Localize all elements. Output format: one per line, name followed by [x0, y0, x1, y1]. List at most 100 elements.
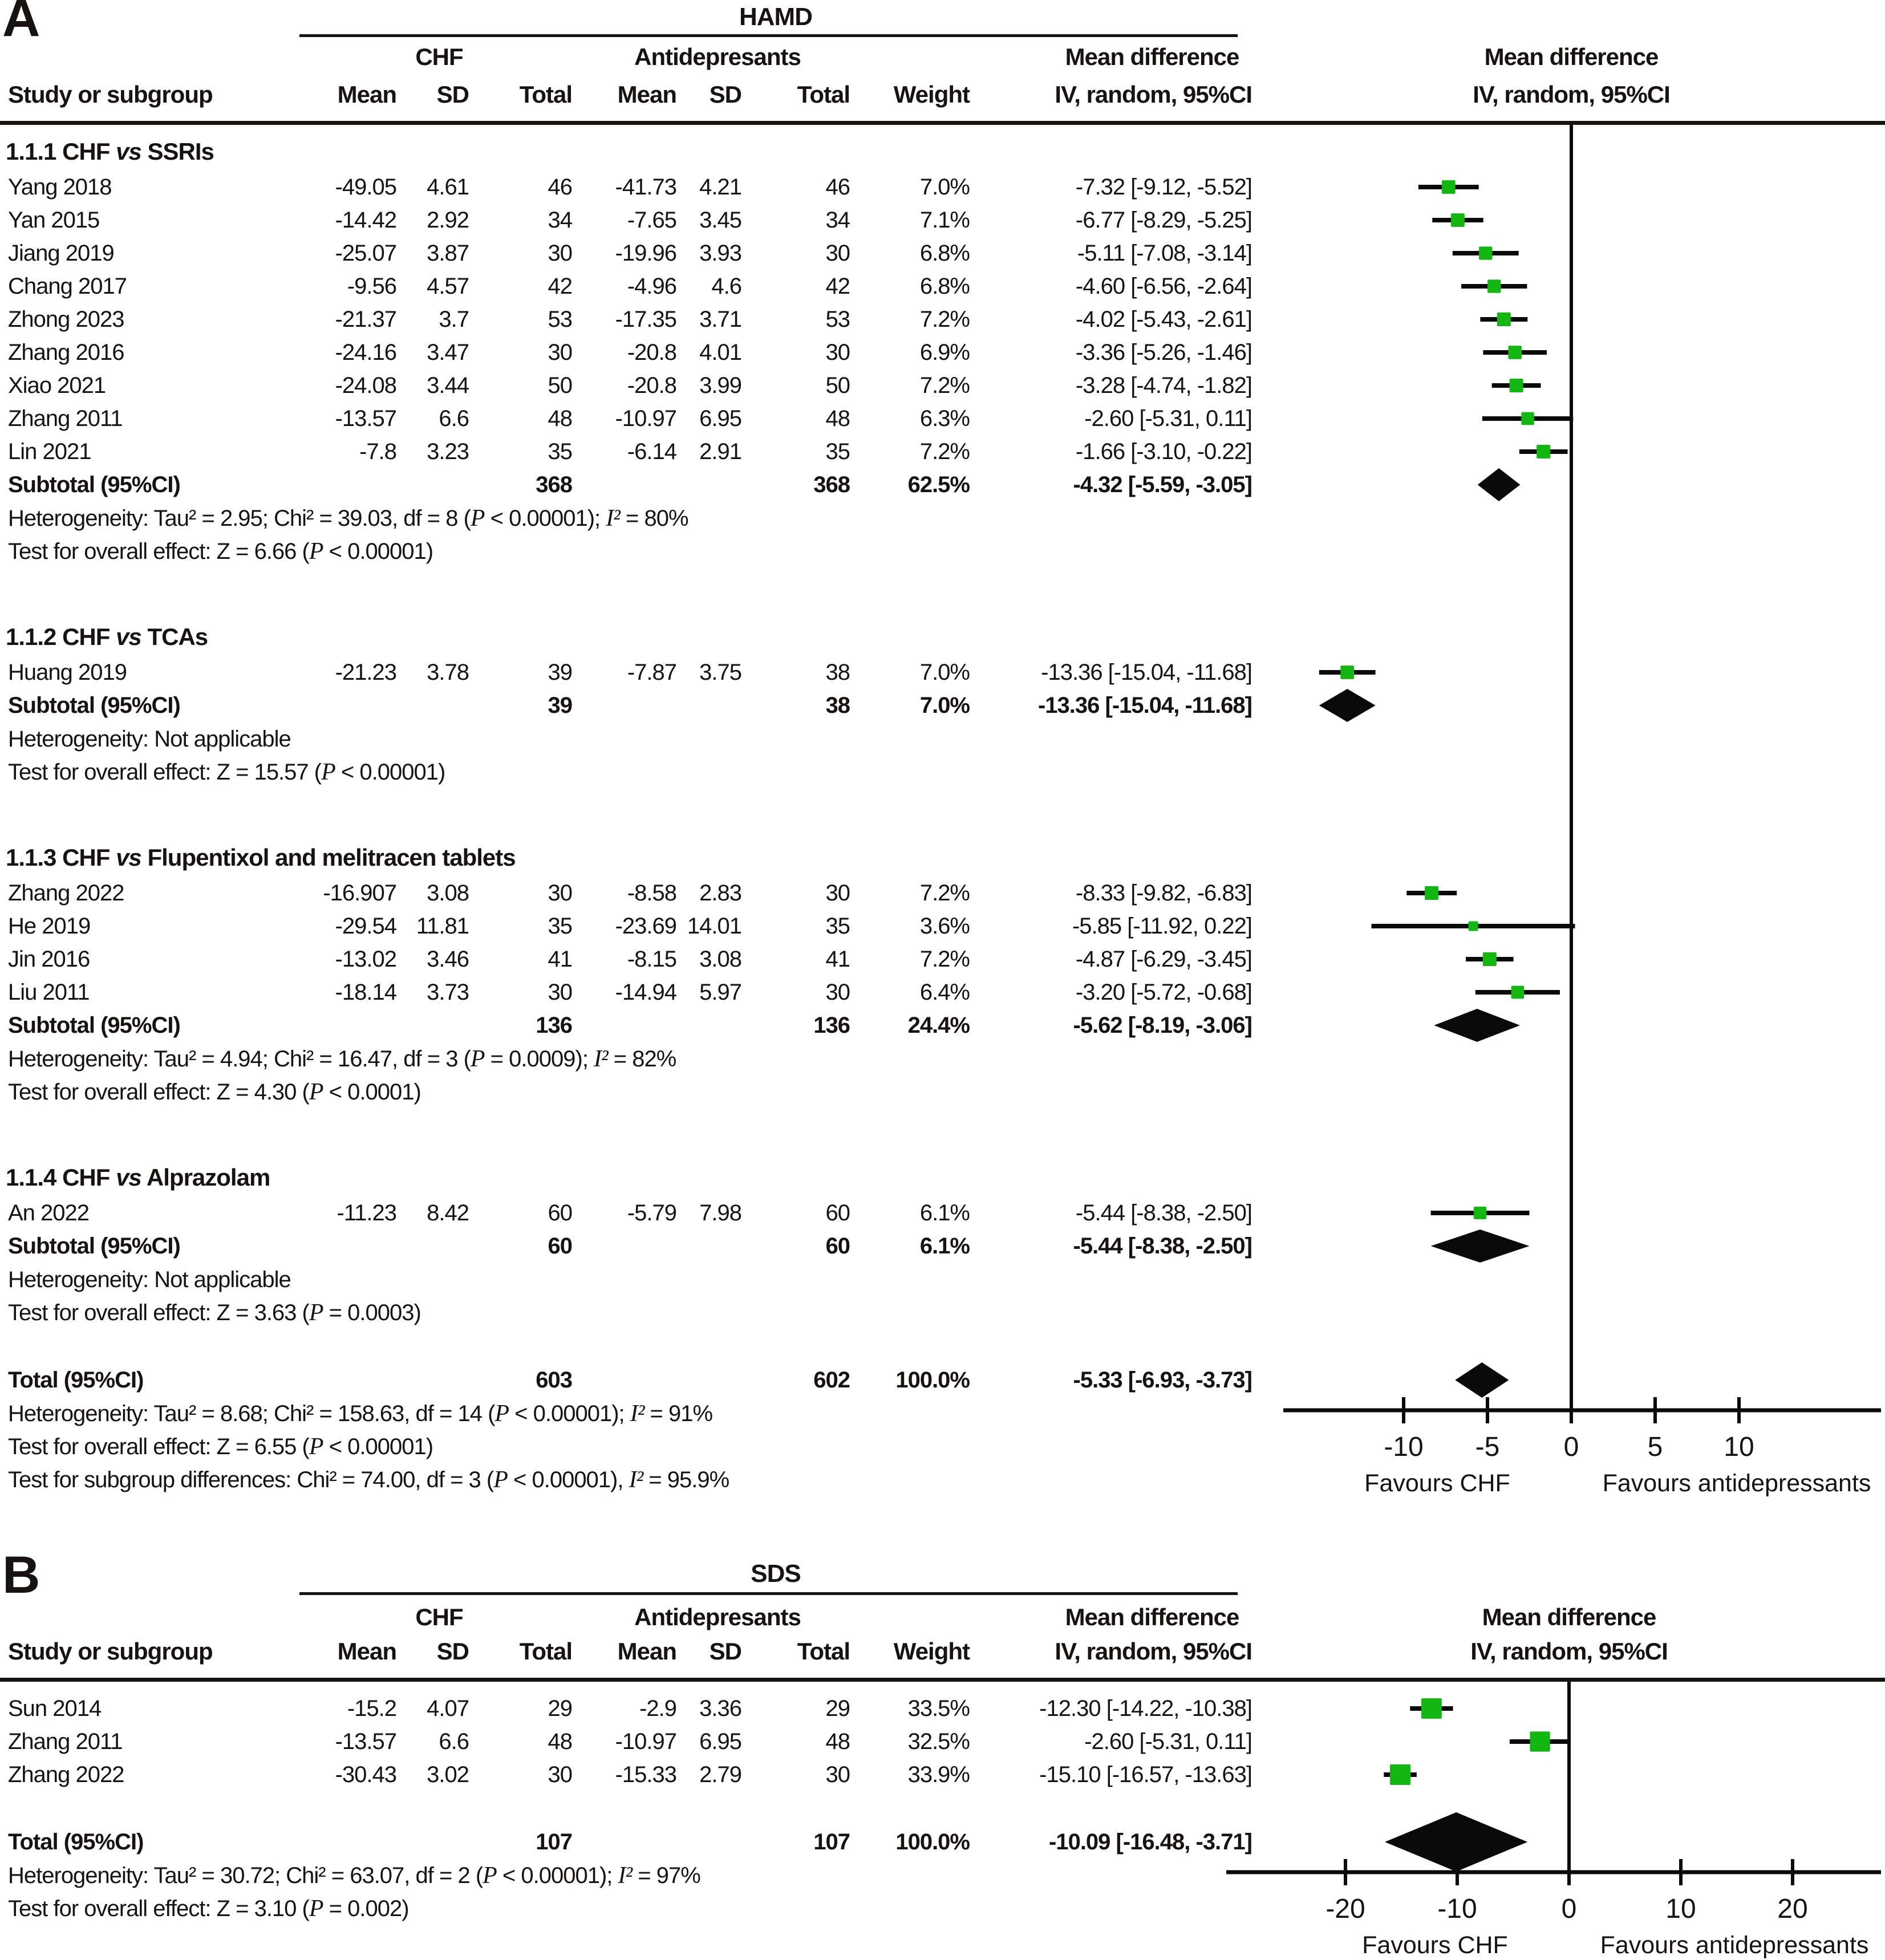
total-anti-cell: 46: [825, 175, 850, 200]
subgroup-title: 1.1.2 CHF vs TCAs: [6, 623, 208, 650]
weight-cell: 7.2%: [919, 439, 970, 464]
sd-anti-cell: 6.95: [699, 1729, 742, 1754]
total-heterogeneity-text: Heterogeneity: Tau² = 8.68; Chi² = 158.6…: [8, 1401, 713, 1427]
axis-tick-label: 20: [1777, 1894, 1807, 1924]
total-anti-cell: 42: [825, 274, 850, 299]
total-chf-cell: 29: [548, 1696, 573, 1721]
total-chf-cell: 48: [548, 1729, 573, 1754]
column-header-3: Total: [519, 81, 573, 108]
axis-tick-label: -10: [1437, 1894, 1477, 1924]
heterogeneity-text: Heterogeneity: Tau² = 4.94; Chi² = 16.47…: [8, 1046, 676, 1072]
panel-label: B: [2, 1546, 40, 1604]
study-row: Yang 2018 -49.05 4.61 46 -41.73 4.21 46 7.0% -7.…: [0, 171, 1885, 204]
mean-anti-cell: -8.15: [627, 947, 677, 972]
mean-anti-cell: -8.58: [627, 880, 677, 906]
study-row: Jin 2016 -13.02 3.46 41 -8.15 3.08 41 7.2% -4.87…: [0, 943, 1885, 976]
study-row: Zhang 2011 -13.57 6.6 48 -10.97 6.95 48 32.5% -2…: [0, 1725, 1885, 1758]
total-anti-cell: 34: [825, 208, 850, 233]
study-row: Zhong 2023 -21.37 3.7 53 -17.35 3.71 53 7.2% -4.…: [0, 303, 1885, 336]
column-header-2: SD: [436, 81, 469, 108]
study-row: Zhang 2016 -24.16 3.47 30 -20.8 4.01 30 6.9% -3.…: [0, 336, 1885, 369]
mean-anti-cell: -23.69: [615, 914, 677, 939]
study-marker: [1521, 412, 1534, 425]
total-anti-cell: 48: [825, 1729, 850, 1754]
heterogeneity-row: Heterogeneity: Tau² = 4.94; Chi² = 16.47…: [0, 1042, 1885, 1076]
sd-anti-cell: 5.97: [699, 980, 742, 1005]
pooled-diamond: [1455, 1362, 1509, 1398]
total-row: Total (95%CI) 107 107 100.0% -10.09 [-16.48,…: [0, 1825, 1885, 1858]
weight-cell: 7.2%: [919, 880, 970, 906]
total-anti-cell: 602: [813, 1367, 850, 1393]
weight-cell: 6.9%: [919, 340, 970, 365]
mean-chf-cell: -21.23: [335, 660, 397, 685]
study-label: He 2019: [8, 914, 91, 939]
study-row: Zhang 2022 -30.43 3.02 30 -15.33 2.79 30 33.9% -…: [0, 1758, 1885, 1791]
total-chf-cell: 136: [536, 1013, 573, 1038]
pooled-diamond: [1477, 468, 1521, 501]
mean-chf-cell: -7.8: [359, 439, 397, 464]
axis-tick-label: -5: [1475, 1432, 1500, 1462]
study-marker: [1511, 985, 1525, 999]
sd-chf-cell: 4.57: [427, 274, 469, 299]
antidepressants-group-header: Antidepresants: [634, 43, 801, 70]
pooled-diamond: [1319, 689, 1376, 722]
ci-text-cell: -2.60 [-5.31, 0.11]: [1084, 1729, 1252, 1754]
total-heterogeneity-row: Heterogeneity: Tau² = 8.68; Chi² = 158.6…: [0, 1397, 1885, 1430]
total-overall-effect-row: Test for overall effect: Z = 3.10 (P = 0…: [0, 1892, 1885, 1925]
weight-cell: 7.0%: [919, 175, 970, 200]
weight-cell: 7.2%: [919, 373, 970, 398]
pooled-diamond: [1384, 1812, 1528, 1872]
study-label: Jin 2016: [8, 947, 90, 972]
study-row: Liu 2011 -18.14 3.73 30 -14.94 5.97 30 6.4% -3.2…: [0, 976, 1885, 1009]
mean-anti-cell: -6.14: [627, 439, 677, 464]
column-header-3: Total: [519, 1638, 573, 1665]
axis-tick-label: -10: [1384, 1432, 1423, 1462]
mean-difference-group-header: Mean difference: [1065, 43, 1240, 70]
total-chf-cell: 30: [548, 980, 573, 1005]
study-marker: [1468, 921, 1478, 931]
weight-cell: 33.9%: [907, 1762, 970, 1787]
subtotal-label: Subtotal (95%CI): [8, 1013, 181, 1038]
study-row: Lin 2021 -7.8 3.23 35 -6.14 2.91 35 7.2% -1.66 […: [0, 435, 1885, 468]
column-header-5: SD: [709, 1638, 742, 1665]
column-header-7: Weight: [893, 81, 970, 108]
sd-anti-cell: 2.83: [699, 880, 742, 906]
subtotal-label: Subtotal (95%CI): [8, 1233, 181, 1259]
overall-effect-row: Test for overall effect: Z = 15.57 (P < …: [0, 756, 1885, 789]
ci-text-cell: -2.60 [-5.31, 0.11]: [1084, 406, 1252, 431]
heterogeneity-row: Heterogeneity: Not applicable: [0, 723, 1885, 756]
ci-text-cell: -5.11 [-7.08, -3.14]: [1077, 241, 1252, 266]
weight-cell: 32.5%: [907, 1729, 970, 1754]
mean-anti-cell: -15.33: [615, 1762, 677, 1787]
study-label: Yan 2015: [8, 208, 100, 233]
mean-chf-cell: -24.08: [335, 373, 397, 398]
subtotal-label: Subtotal (95%CI): [8, 472, 181, 497]
column-header-6: Total: [797, 81, 850, 108]
sd-chf-cell: 3.87: [427, 241, 469, 266]
total-chf-cell: 603: [536, 1367, 573, 1393]
favours-left-label: Favours CHF: [1364, 1470, 1510, 1497]
heterogeneity-text: Heterogeneity: Tau² = 2.95; Chi² = 39.03…: [8, 505, 689, 531]
column-header-1: Mean: [337, 81, 397, 108]
mean-anti-cell: -17.35: [615, 307, 677, 332]
mean-chf-cell: -24.16: [335, 340, 397, 365]
sd-anti-cell: 6.95: [699, 406, 742, 431]
mean-anti-cell: -5.79: [627, 1200, 677, 1225]
weight-cell: 100.0%: [895, 1367, 970, 1393]
pooled-diamond: [1430, 1229, 1530, 1263]
overall-effect-text: Test for overall effect: Z = 15.57 (P < …: [8, 759, 445, 785]
scale-title: HAMD: [739, 3, 813, 31]
total-anti-cell: 35: [825, 914, 850, 939]
total-chf-cell: 30: [548, 880, 573, 906]
total-anti-cell: 60: [825, 1200, 850, 1225]
total-chf-cell: 46: [548, 175, 573, 200]
sd-chf-cell: 4.61: [427, 175, 469, 200]
sd-chf-cell: 3.08: [427, 880, 469, 906]
panel-b-sds: B SDS CHF Antidepresants Mean difference Mean…: [0, 1540, 1885, 1960]
column-header-row: Study or subgroup Mean SD Total Mean SD Total W…: [0, 78, 1885, 111]
subtotal-row: Subtotal (95%CI) 368 368 62.5% -4.32 [-5.59,…: [0, 468, 1885, 501]
antidepressants-group-header: Antidepresants: [634, 1604, 801, 1630]
ci-text-cell: -5.85 [-11.92, 0.22]: [1072, 914, 1252, 939]
mean-chf-cell: -49.05: [335, 175, 397, 200]
sd-chf-cell: 8.42: [427, 1200, 469, 1225]
